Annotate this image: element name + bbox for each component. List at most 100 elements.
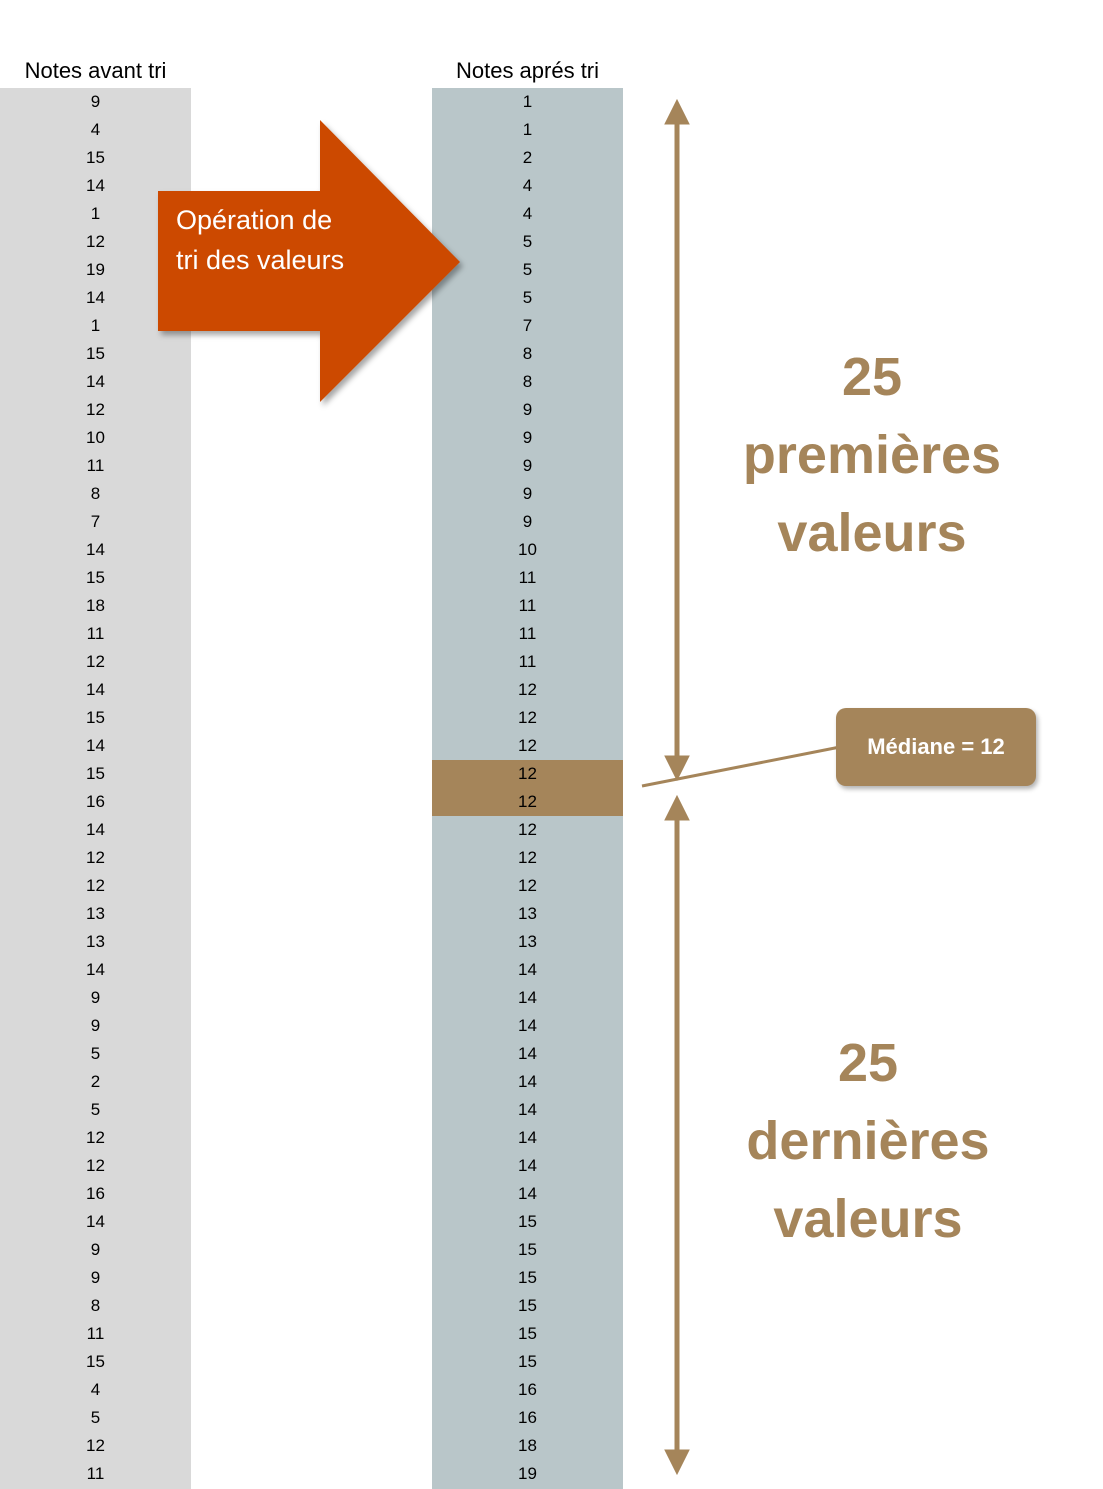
after-sort-value: 15 <box>518 1324 537 1343</box>
after-sort-value: 14 <box>518 1100 537 1119</box>
before-sort-value: 12 <box>86 232 105 251</box>
after-sort-value: 4 <box>522 204 533 223</box>
after-sort-value: 2 <box>522 148 533 167</box>
before-sort-value: 10 <box>86 428 105 447</box>
before-sort-value: 12 <box>86 1156 105 1175</box>
before-sort-value: 18 <box>86 596 105 615</box>
before-sort-value: 12 <box>86 400 105 419</box>
before-sort-value: 15 <box>86 708 105 727</box>
after-sort-value: 9 <box>522 456 533 475</box>
before-sort-value: 12 <box>86 848 105 867</box>
before-sort-value: 9 <box>90 1268 101 1287</box>
before-sort-value: 11 <box>86 624 105 643</box>
before-sort-value: 12 <box>86 1128 105 1147</box>
before-sort-value: 1 <box>90 316 101 335</box>
after-sort-value: 14 <box>518 1128 537 1147</box>
before-sort-value: 16 <box>86 792 105 811</box>
sort-operation-label: Opération de tri des valeurs <box>176 200 376 280</box>
before-sort-value: 11 <box>86 1324 105 1343</box>
before-sort-value: 12 <box>86 652 105 671</box>
after-sort-value: 8 <box>522 372 533 391</box>
before-sort-value: 4 <box>90 120 101 139</box>
last-half-double-arrow <box>664 794 690 1476</box>
before-sort-value: 16 <box>86 1184 105 1203</box>
after-sort-value: 15 <box>518 1352 537 1371</box>
after-sort-value: 10 <box>518 540 537 559</box>
first-half-word: premières <box>742 425 1002 485</box>
before-sort-value: 14 <box>86 372 105 391</box>
before-sort-value: 4 <box>90 1380 101 1399</box>
after-sort-value: 12 <box>518 792 537 811</box>
after-sort-value: 12 <box>518 736 537 755</box>
after-sort-value: 9 <box>522 484 533 503</box>
before-sort-value: 14 <box>86 960 105 979</box>
after-sort-value: 9 <box>522 428 533 447</box>
last-half-label: 25 dernières valeurs <box>718 1024 1018 1258</box>
before-sort-value: 5 <box>90 1408 101 1427</box>
after-sort-value: 11 <box>518 568 537 587</box>
before-sort-value: 14 <box>86 820 105 839</box>
after-sort-value: 16 <box>518 1408 537 1427</box>
after-sort-value: 14 <box>518 1044 537 1063</box>
after-sort-value: 15 <box>518 1296 537 1315</box>
after-sort-value: 1 <box>522 92 533 111</box>
after-sort-value: 11 <box>518 596 537 615</box>
after-sort-value: 14 <box>518 1072 537 1091</box>
before-sort-value: 1 <box>90 204 101 223</box>
after-sort-column: 1 1 2 4 4 5 5 5 7 8 8 9 9 9 9 9 10 11 11 11 11 12 12 12 12 12 12 12… <box>432 88 623 1489</box>
last-half-word: dernières <box>746 1111 990 1171</box>
after-sort-value: 1 <box>522 120 533 139</box>
before-sort-value: 15 <box>86 764 105 783</box>
after-sort-value: 12 <box>518 820 537 839</box>
after-sort-value: 15 <box>518 1212 537 1231</box>
after-sort-value: 14 <box>518 1016 537 1035</box>
after-sort-value: 8 <box>522 344 533 363</box>
before-sort-value: 14 <box>86 540 105 559</box>
after-sort-value: 4 <box>522 176 533 195</box>
first-half-count: 25 <box>841 347 903 407</box>
median-callout: Médiane = 12 <box>836 708 1036 786</box>
before-sort-value: 14 <box>86 736 105 755</box>
after-sort-value: 15 <box>518 1240 537 1259</box>
after-sort-value: 12 <box>518 848 537 867</box>
after-sort-value: 13 <box>518 932 537 951</box>
before-sort-value: 8 <box>90 1296 101 1315</box>
sort-label-line-2: tri des valeurs <box>176 245 345 275</box>
after-sort-value: 13 <box>518 904 537 923</box>
before-sort-value: 7 <box>90 512 101 531</box>
before-sort-value: 2 <box>90 1072 101 1091</box>
after-sort-value: 12 <box>518 680 537 699</box>
after-sort-value: 5 <box>522 260 533 279</box>
before-sort-value: 14 <box>86 680 105 699</box>
sort-label-line-1: Opération de <box>176 205 333 235</box>
after-sort-value: 12 <box>518 876 537 895</box>
after-sort-value: 12 <box>518 764 537 783</box>
before-sort-value: 13 <box>86 932 105 951</box>
after-sort-value: 15 <box>518 1268 537 1287</box>
median-highlight-band <box>432 760 623 816</box>
after-sort-value: 9 <box>522 400 533 419</box>
after-sort-value: 14 <box>518 988 537 1007</box>
first-half-double-arrow <box>664 98 690 782</box>
before-sort-value: 5 <box>90 1100 101 1119</box>
before-sort-value: 15 <box>86 1352 105 1371</box>
last-half-count: 25 <box>837 1033 899 1093</box>
before-sort-value: 8 <box>90 484 101 503</box>
sort-arrow-shape <box>158 120 460 402</box>
before-sort-value: 14 <box>86 288 105 307</box>
before-sort-value: 15 <box>86 344 105 363</box>
last-half-values-word: valeurs <box>773 1189 963 1249</box>
after-sort-value: 14 <box>518 960 537 979</box>
after-sort-value: 14 <box>518 1156 537 1175</box>
after-sort-value: 9 <box>522 512 533 531</box>
before-sort-value: 11 <box>86 456 105 475</box>
before-sort-value: 9 <box>90 1016 101 1035</box>
before-sort-value: 11 <box>86 1464 105 1483</box>
median-callout-pointer <box>641 745 841 788</box>
after-sort-value: 5 <box>522 232 533 251</box>
before-sort-value: 15 <box>86 148 105 167</box>
before-sort-value: 12 <box>86 1436 105 1455</box>
after-sort-header: Notes aprés tri <box>455 58 600 83</box>
after-sort-value: 16 <box>518 1380 537 1399</box>
first-half-label: 25 premières valeurs <box>722 338 1022 572</box>
